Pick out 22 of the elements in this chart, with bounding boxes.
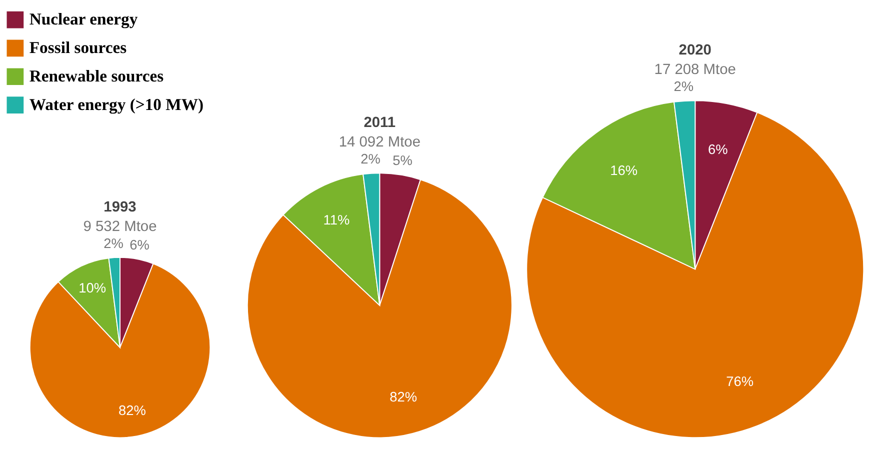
data-label: 76% (726, 374, 754, 389)
data-label: 2% (360, 152, 380, 167)
chart-title: 2020 (678, 42, 712, 59)
chart-title: 2011 (364, 115, 396, 132)
data-label: 82% (118, 403, 146, 418)
data-label: 2% (104, 236, 124, 251)
data-label: 6% (130, 237, 150, 252)
legend-label: Water energy (>10 MW) (29, 94, 204, 114)
text: 9 532 Mtoe (83, 218, 157, 235)
data-label: 82% (390, 390, 418, 405)
data-label: 2% (674, 79, 694, 94)
data-label: 6% (708, 142, 728, 157)
chart-subtitle: 14 092 Mtoe (338, 134, 420, 151)
legend-label: Nuclear energy (29, 10, 138, 29)
data-label: 16% (610, 162, 638, 178)
legend-label: Renewable sources (29, 66, 164, 86)
data-label: 10% (78, 280, 106, 296)
chart-subtitle: 17 208 Mtoe (654, 62, 736, 78)
legend-label: Fossil sources (29, 38, 128, 58)
data-label: 11% (323, 212, 350, 228)
text: 1993 (104, 199, 136, 216)
data-label: 5% (392, 153, 412, 168)
